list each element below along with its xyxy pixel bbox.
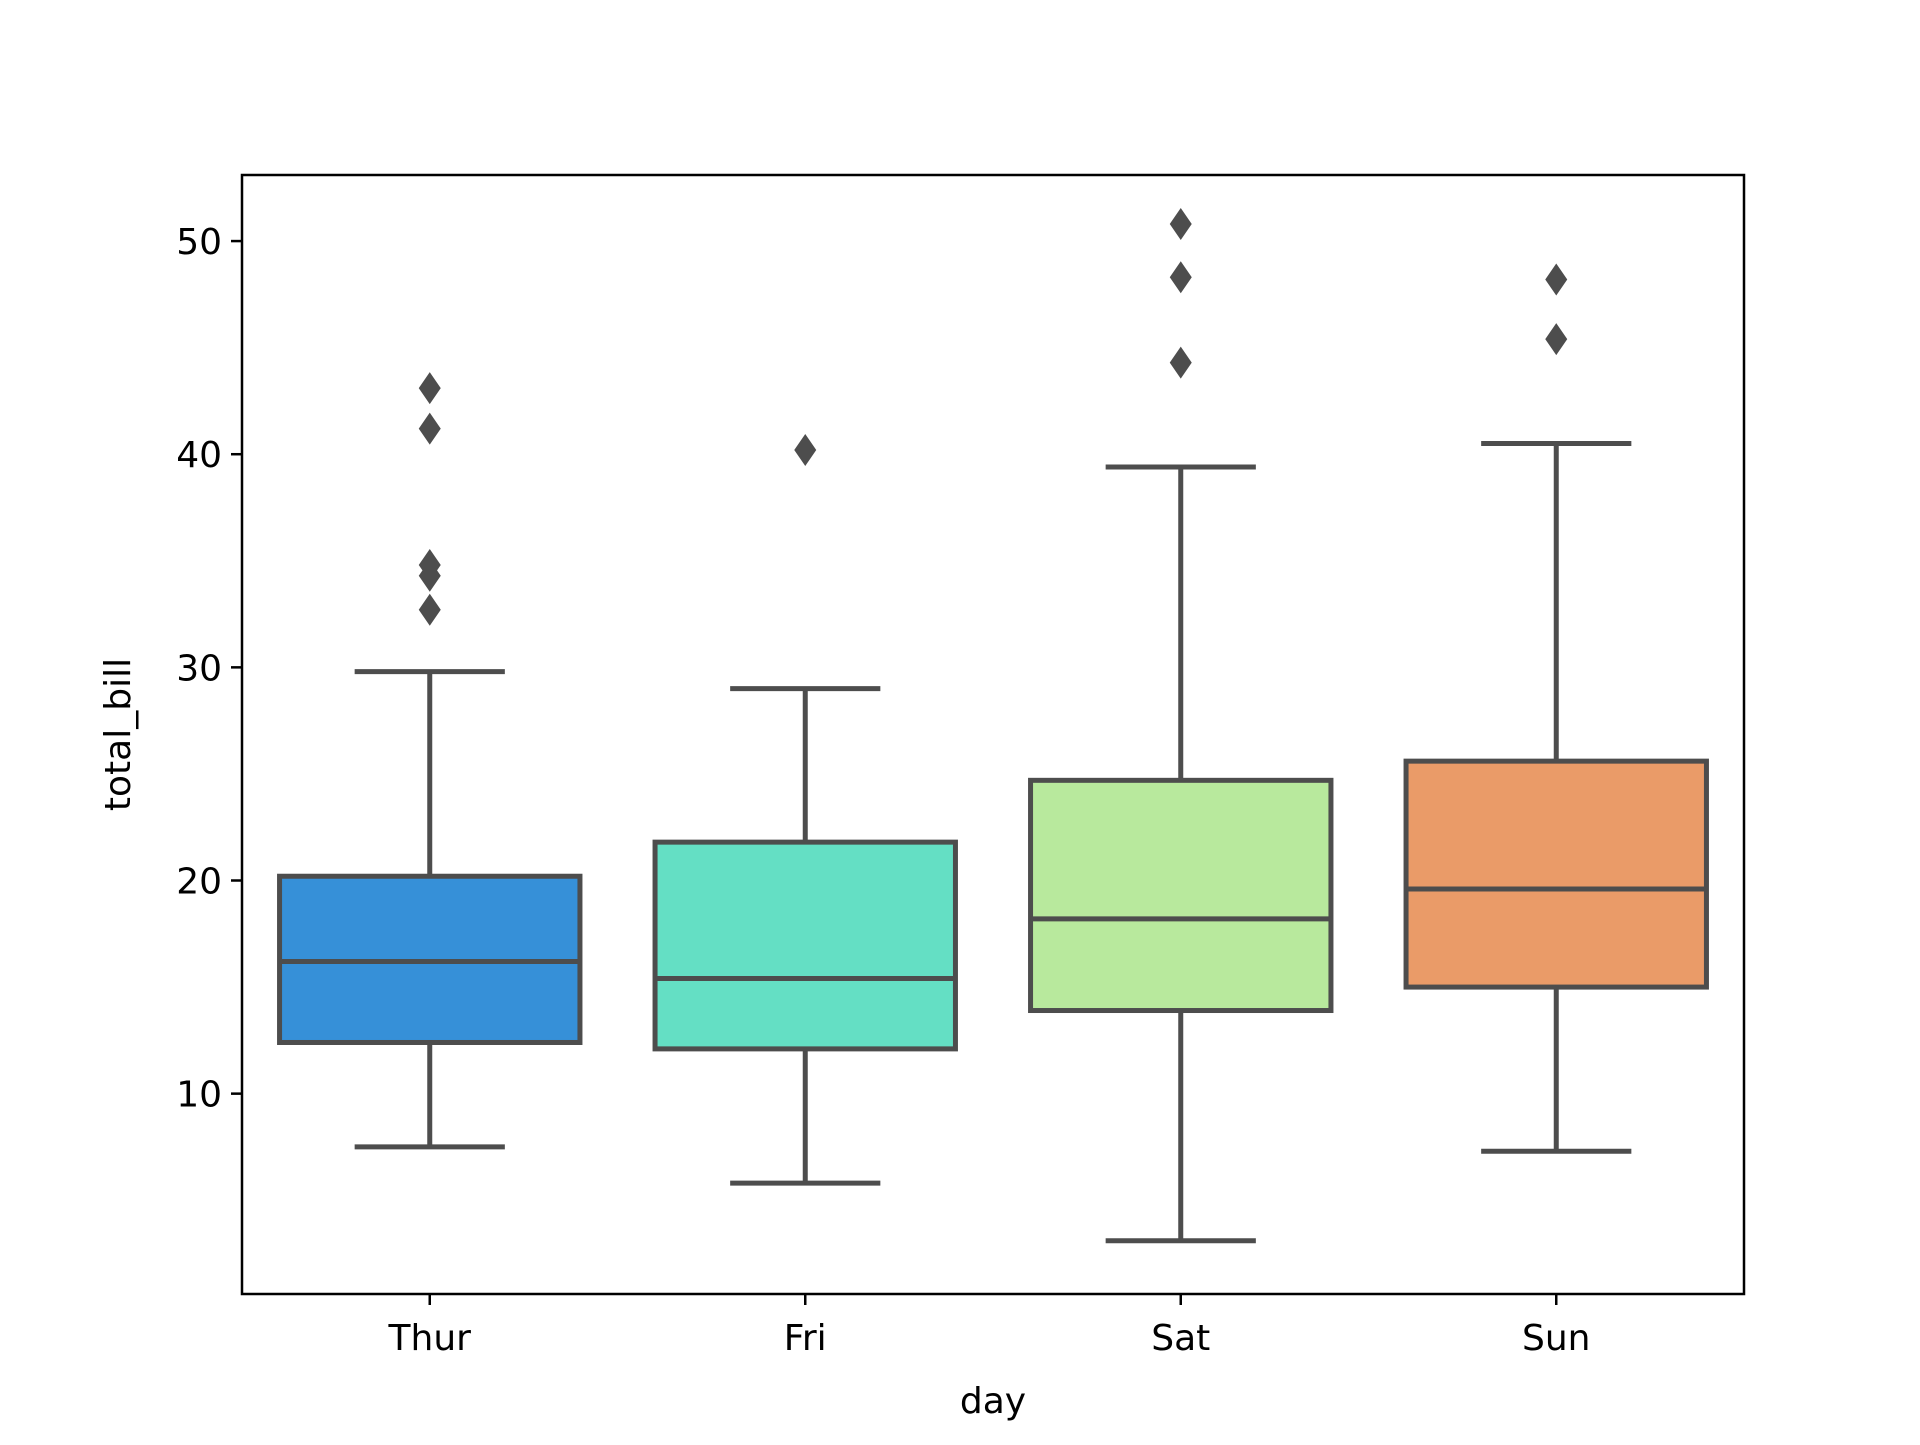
y-tick-label: 40 [176,435,222,476]
y-tick-label: 20 [176,862,222,903]
outlier-point-fri [794,433,817,466]
outlier-point-thur [418,549,441,582]
box-sat [1028,777,1334,1014]
box-fri [652,839,958,1052]
outlier-point-thur [418,593,441,626]
x-axis-ticks: Thur Fri Sat Sun [388,1294,1590,1359]
box-group-sun [1403,263,1709,1154]
outlier-point-sun [1545,323,1568,356]
y-axis-label: total_bill [98,658,139,811]
outlier-point-thur [418,372,441,405]
y-tick-label: 10 [176,1075,222,1116]
y-axis-ticks: 10 20 30 40 50 [176,222,242,1116]
x-axis-label: day [960,1381,1026,1422]
box-sun [1403,758,1709,990]
plot-layer [277,208,1709,1244]
outlier-point-sun [1545,263,1568,296]
x-tick-label: Thur [388,1318,472,1359]
y-tick-label: 50 [176,222,222,263]
outlier-point-sat [1169,261,1192,294]
box-group-sat [1028,208,1334,1244]
outlier-point-sat [1169,208,1192,241]
box-group-fri [652,433,958,1186]
y-tick-label: 30 [176,648,222,689]
outlier-point-sat [1169,346,1192,379]
x-tick-label: Fri [784,1318,827,1359]
outlier-point-thur [418,412,441,445]
box-group-thur [277,372,583,1150]
axes-frame [240,173,1746,1296]
x-tick-label: Sat [1151,1318,1210,1359]
x-tick-label: Sun [1522,1318,1590,1359]
